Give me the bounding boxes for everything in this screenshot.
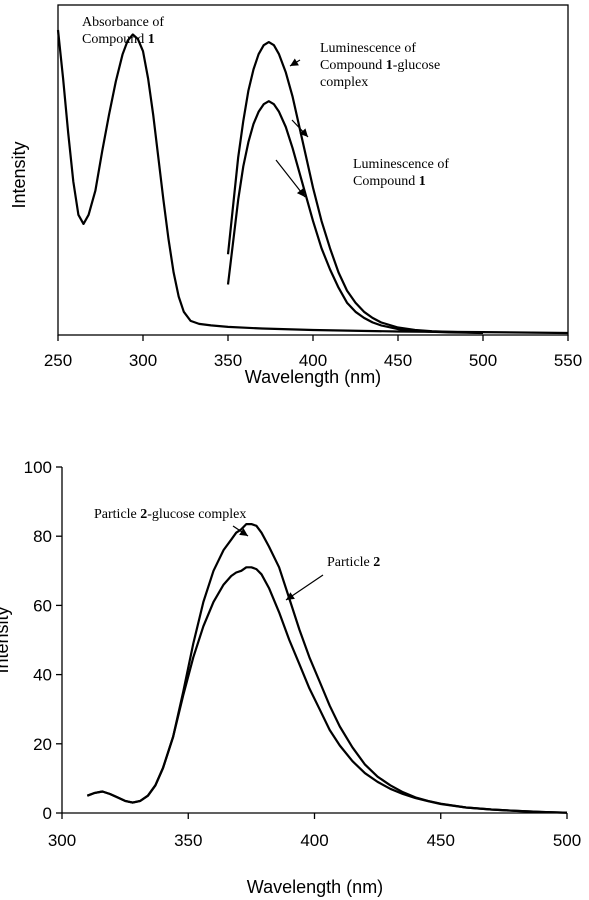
- bottom-y-tick-label-100: 100: [24, 458, 52, 477]
- top-x-tick-label-450: 450: [384, 351, 412, 370]
- top-x-tick-label-300: 300: [129, 351, 157, 370]
- series-group-bottom: [86, 523, 568, 814]
- bottom-x-tick-label-500: 500: [553, 831, 581, 850]
- x-ticks-bottom: 300 350 400 450 500: [48, 813, 581, 850]
- annotations-top: Absorbance of Compound 1 Luminescence of Co…: [82, 15, 449, 189]
- bottom-annotation-label-2: Particle 2: [327, 555, 380, 570]
- top-series-line-luminescence-of-compound-1: [226, 100, 484, 335]
- bottom-annotation-arrow-2: [285, 574, 324, 601]
- annotations-bottom: Particle 2-glucose complex Particle 2: [94, 507, 380, 570]
- bottom-x-tick-label-400: 400: [300, 831, 328, 850]
- series-group-top: [56, 29, 569, 335]
- x-ticks-top: 250 300 350 400 450 500 550: [44, 335, 582, 370]
- top-x-tick-label-550: 550: [554, 351, 582, 370]
- chart-top: 250 300 350 400 450 500 550 Absorbance of Compo…: [9, 4, 582, 387]
- bottom-series-line-particle-2: [86, 566, 568, 814]
- top-annotation-label-1: Absorbance of Compound 1: [82, 15, 164, 47]
- top-x-tick-label-400: 400: [299, 351, 327, 370]
- top-series-line-absorbance-of-compound-1: [56, 29, 569, 335]
- bottom-y-tick-label-80: 80: [33, 527, 52, 546]
- top-annotation-label-3: Luminescence of Compound 1: [353, 157, 449, 189]
- top-x-tick-label-250: 250: [44, 351, 72, 370]
- top-annotation-arrow-1: [289, 58, 301, 67]
- top-series-line-luminescence-of-compound-1-glucose-complex: [226, 41, 484, 334]
- top-annotation-arrow-3: [275, 159, 306, 198]
- arrows-top: [275, 58, 309, 198]
- arrows-bottom: [232, 525, 324, 601]
- y-ticks-bottom: 0 20 40 60 80 100: [24, 458, 62, 823]
- x-axis-title-top: Wavelength (nm): [245, 367, 381, 387]
- y-axis-title-bottom: Intensity: [0, 606, 12, 673]
- y-axis-title-top: Intensity: [9, 141, 29, 208]
- x-axis-title-bottom: Wavelength (nm): [247, 877, 383, 897]
- bottom-x-tick-label-350: 350: [174, 831, 202, 850]
- bottom-y-tick-label-40: 40: [33, 666, 52, 685]
- bottom-x-tick-label-300: 300: [48, 831, 76, 850]
- top-annotation-arrow-2: [291, 119, 309, 138]
- bottom-y-tick-label-60: 60: [33, 596, 52, 615]
- top-x-tick-label-500: 500: [469, 351, 497, 370]
- top-x-tick-label-350: 350: [214, 351, 242, 370]
- chart-bottom: 300 350 400 450 500 0 20 40 60 80 100 Particle 2-…: [0, 458, 581, 897]
- bottom-annotation-label-1: Particle 2-glucose complex: [94, 507, 246, 522]
- bottom-y-tick-label-20: 20: [33, 735, 52, 754]
- bottom-annotation-arrow-1: [232, 525, 249, 537]
- bottom-x-tick-label-450: 450: [427, 831, 455, 850]
- top-annotation-label-2: Luminescence of Compound 1-glucose complex: [320, 41, 440, 90]
- bottom-y-tick-label-0: 0: [43, 804, 52, 823]
- plot-area-top: [57, 4, 569, 336]
